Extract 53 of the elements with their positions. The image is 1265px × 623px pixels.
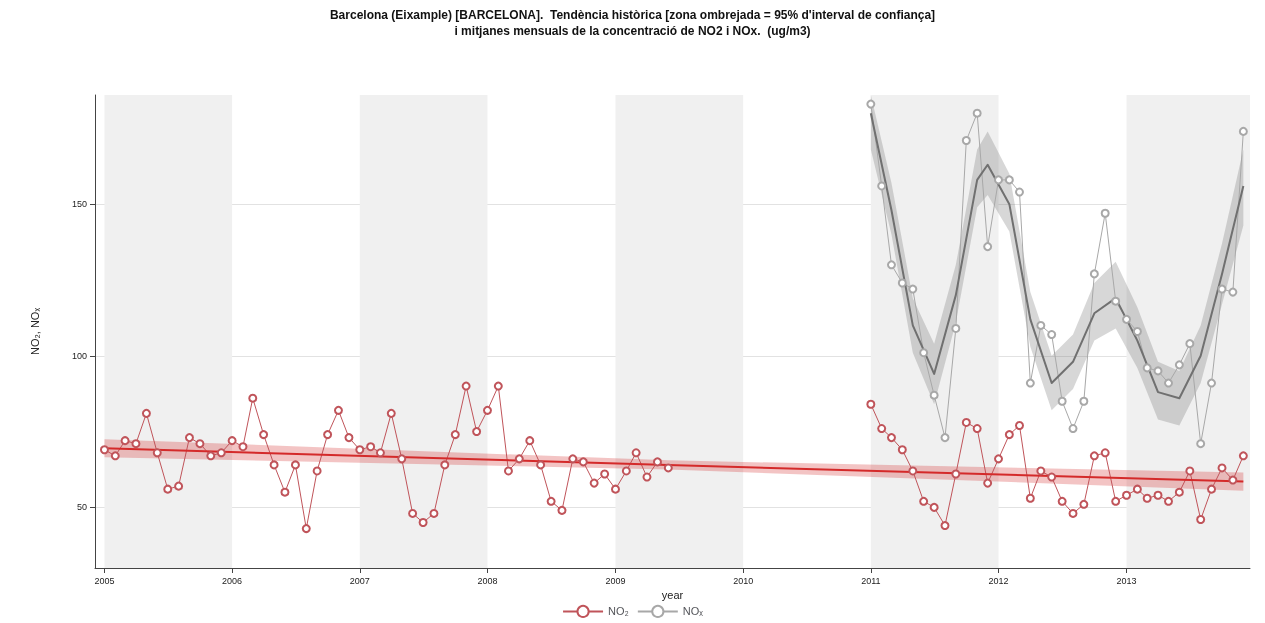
point xyxy=(1153,366,1163,376)
point xyxy=(983,242,993,252)
x-tick-label: 2013 xyxy=(1116,575,1137,586)
point xyxy=(1142,363,1152,373)
point xyxy=(1196,439,1206,449)
point xyxy=(1207,378,1217,388)
point xyxy=(1036,320,1046,330)
y-tick-label: 50 xyxy=(76,502,87,513)
point xyxy=(908,284,918,294)
point xyxy=(972,108,982,118)
point xyxy=(866,99,876,109)
point xyxy=(1004,175,1014,185)
point xyxy=(1164,378,1173,388)
x-axis-title: year xyxy=(661,589,684,602)
point xyxy=(1079,396,1089,406)
point xyxy=(886,260,896,270)
point xyxy=(897,278,907,288)
chart-title: Barcelona (Eixample) [BARCELONA]. Tendència històrica [zona ombrejada = 95% d'interval de confiança] i mitjanes mensuals de la concentració de NO2 i NOx. (ug/m3) xyxy=(329,8,936,38)
point xyxy=(877,181,887,191)
legend-label: NOₓ xyxy=(682,605,704,618)
x-tick-label: 2011 xyxy=(861,575,881,586)
point xyxy=(1111,296,1121,306)
point xyxy=(1057,396,1067,406)
point xyxy=(961,135,971,145)
point xyxy=(1174,360,1184,370)
point xyxy=(1015,187,1024,197)
point xyxy=(951,323,961,333)
y-axis-title: NO₂, NOₓ xyxy=(28,307,41,355)
point xyxy=(1100,208,1110,218)
x-tick-label: 2010 xyxy=(733,575,754,586)
point xyxy=(1089,269,1099,279)
x-tick-label: 2008 xyxy=(477,575,498,586)
point xyxy=(1228,287,1238,297)
point xyxy=(1047,330,1057,340)
x-tick-label: 2012 xyxy=(988,575,1009,586)
point xyxy=(1025,378,1035,388)
y-tick-label: 100 xyxy=(71,350,87,361)
x-tick-label: 2007 xyxy=(349,575,370,586)
point xyxy=(1132,327,1142,336)
x-tick-label: 2009 xyxy=(605,575,626,586)
point xyxy=(1185,339,1195,349)
point xyxy=(940,433,950,443)
point xyxy=(1217,284,1227,294)
point xyxy=(919,348,929,358)
point xyxy=(1238,126,1248,136)
point xyxy=(1068,424,1078,434)
x-tick-label: 2006 xyxy=(222,575,243,586)
point xyxy=(929,390,939,400)
y-tick-label: 150 xyxy=(71,199,87,210)
point xyxy=(994,175,1003,185)
x-tick-label: 2005 xyxy=(94,575,115,586)
point xyxy=(1122,314,1132,324)
legend-label: NO₂ xyxy=(608,605,629,618)
